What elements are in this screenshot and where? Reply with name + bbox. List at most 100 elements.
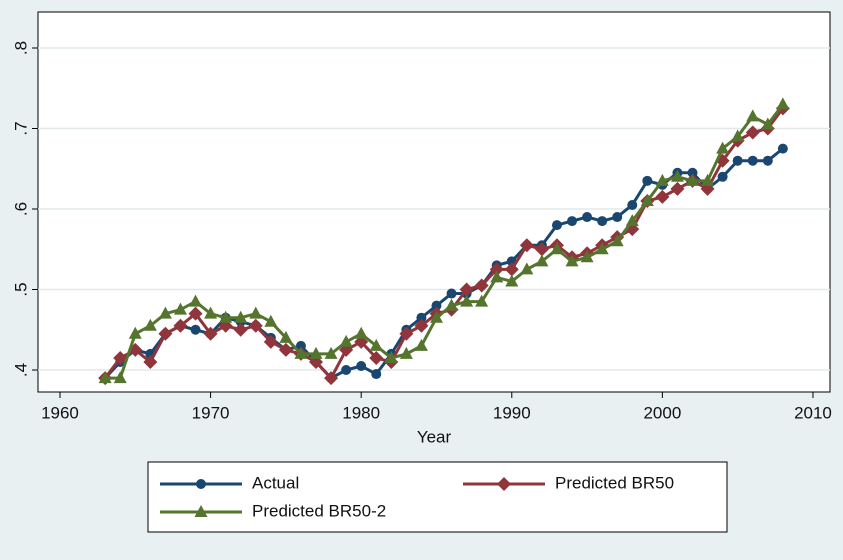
x-tick-label: 1970 — [192, 403, 230, 422]
marker — [670, 181, 685, 196]
marker — [445, 298, 459, 311]
marker — [189, 294, 203, 307]
marker — [414, 338, 428, 351]
marker — [249, 306, 263, 319]
marker — [431, 300, 442, 311]
marker — [324, 346, 338, 359]
marker — [143, 318, 157, 331]
marker — [474, 278, 489, 293]
y-tick-label: .5 — [11, 282, 30, 296]
marker — [505, 274, 519, 287]
marker — [196, 479, 206, 489]
marker — [341, 365, 352, 376]
marker — [278, 342, 293, 357]
marker — [173, 318, 188, 333]
marker — [687, 167, 698, 178]
marker — [550, 242, 564, 255]
marker — [371, 369, 382, 380]
x-tick-label: 1960 — [41, 403, 79, 422]
marker — [113, 350, 128, 365]
legend-label: Predicted BR50-2 — [252, 501, 386, 520]
marker — [194, 505, 208, 517]
marker — [234, 310, 248, 323]
marker — [732, 155, 743, 166]
marker — [384, 350, 398, 363]
marker — [158, 306, 172, 319]
marker — [747, 155, 758, 166]
marker — [655, 173, 669, 186]
marker — [565, 254, 579, 267]
marker — [490, 270, 504, 283]
marker — [746, 109, 760, 122]
marker — [324, 371, 339, 386]
marker — [233, 322, 248, 337]
marker — [612, 212, 623, 223]
marker — [686, 173, 700, 186]
marker — [551, 220, 562, 231]
marker — [446, 288, 457, 299]
marker — [761, 117, 775, 130]
marker — [777, 143, 788, 154]
marker — [520, 262, 534, 275]
x-tick-label: 2010 — [794, 403, 832, 422]
y-tick-label: .7 — [11, 121, 30, 135]
marker — [203, 326, 218, 341]
x-tick-label: 1990 — [493, 403, 531, 422]
marker — [264, 314, 278, 327]
x-tick-label: 2000 — [643, 403, 681, 422]
marker — [625, 214, 639, 227]
marker — [610, 234, 624, 247]
marker — [294, 346, 308, 359]
plot-area — [37, 11, 831, 393]
marker — [399, 326, 414, 341]
marker — [670, 169, 684, 182]
marker — [567, 216, 578, 227]
marker — [497, 477, 511, 491]
marker — [173, 302, 187, 315]
marker — [339, 334, 353, 347]
marker — [475, 294, 489, 307]
marker — [627, 199, 638, 210]
marker — [762, 155, 773, 166]
marker — [640, 193, 654, 206]
marker — [459, 282, 474, 297]
marker — [128, 326, 142, 339]
marker — [582, 212, 593, 223]
marker — [535, 254, 549, 267]
marker — [701, 173, 715, 186]
marker — [745, 125, 760, 140]
marker — [642, 175, 653, 186]
marker — [580, 250, 594, 263]
marker — [369, 338, 383, 351]
marker — [309, 346, 323, 359]
marker — [731, 129, 745, 142]
marker — [113, 371, 127, 384]
marker — [98, 371, 112, 384]
marker — [716, 141, 730, 154]
x-axis-label: Year — [417, 427, 452, 446]
marker — [429, 310, 443, 323]
marker — [190, 324, 201, 335]
marker — [369, 350, 384, 365]
marker — [219, 310, 233, 323]
marker — [188, 306, 203, 321]
marker — [158, 326, 173, 341]
marker — [504, 262, 519, 277]
marker — [489, 262, 504, 277]
marker — [595, 242, 609, 255]
y-tick-label: .6 — [11, 202, 30, 216]
marker — [263, 334, 278, 349]
marker — [534, 242, 549, 257]
marker — [597, 216, 608, 227]
x-tick-label: 1980 — [342, 403, 380, 422]
legend-label: Actual — [252, 473, 299, 492]
marker — [460, 294, 474, 307]
marker — [717, 171, 728, 182]
marker — [354, 326, 368, 339]
marker — [416, 312, 427, 323]
marker — [356, 360, 367, 371]
marker — [399, 346, 413, 359]
legend — [147, 461, 728, 533]
